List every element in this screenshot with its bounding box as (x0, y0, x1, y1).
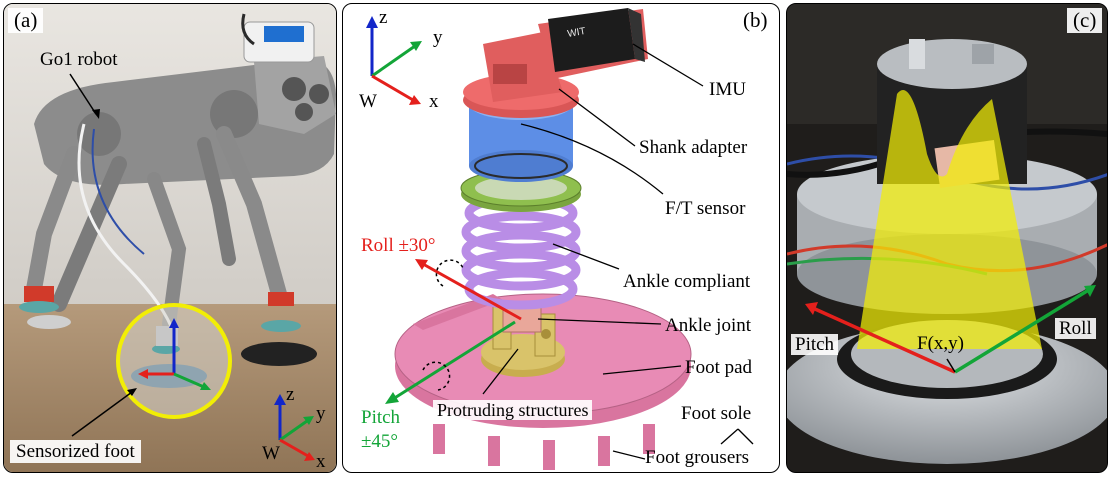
foot-exploded-diagram: WIT (366, 8, 754, 470)
foot-leader-line (71, 391, 133, 437)
roll-arrow (415, 259, 522, 321)
frame-b-y-label: y (433, 27, 443, 48)
world-frame-a (274, 394, 315, 461)
sensorized-foot-label: Sensorized foot (10, 440, 141, 463)
shank-adapter-part (463, 32, 579, 118)
frame-a-x-label: x (316, 451, 326, 472)
panel-b-tag: (b) (743, 8, 768, 32)
imu-label: IMU (709, 79, 746, 100)
force-region-highlight (857, 90, 1042, 349)
robot-feet (19, 286, 317, 366)
foot-pad-label: Foot pad (685, 357, 753, 378)
ankle-compliant-spring (461, 193, 581, 310)
pitch-label: Pitch (361, 407, 401, 428)
imu-part: WIT (538, 8, 648, 79)
roll-range-label: Roll ±30° (361, 235, 436, 256)
frame-b-origin-label: W (359, 91, 377, 112)
frame-a-origin-label: W (262, 443, 280, 464)
imu-brand-mark: WIT (567, 26, 587, 40)
robot-photo-illustration (4, 4, 336, 472)
frame-b-z-label: z (379, 7, 388, 28)
frame-a-z-label: z (286, 384, 295, 405)
pitch-axis-label: Pitch (791, 334, 839, 355)
sensor-axes (805, 285, 1096, 374)
shank-adapter-label: Shank adapter (639, 137, 748, 158)
foot-grousers-label: Foot grousers (645, 447, 749, 468)
robot-label: Go1 robot (40, 49, 118, 70)
force-position-label: F(x,y) (917, 333, 964, 354)
pitch-arrow (385, 320, 516, 404)
leader-lines-b (482, 43, 754, 460)
frame-a-y-label: y (316, 403, 326, 424)
sensor-photo-illustration (787, 4, 1107, 472)
ankle-compliant-label: Ankle compliant (623, 271, 751, 292)
robot-leader-line (69, 73, 97, 115)
foot-sole-label: Foot sole (681, 403, 752, 424)
panel-b-exploded-view: WIT (b) z y x W IMU Shank (342, 3, 780, 473)
panel-c-tag: (c) (1067, 8, 1103, 33)
panel-c-photo: (c) Pitch Roll F(x,y) (786, 3, 1108, 473)
ft-sensor-label: F/T sensor (665, 198, 746, 219)
roll-axis-label: Roll (1055, 318, 1096, 339)
frame-b-x-label: x (429, 91, 439, 112)
pitch-range-label: ±45° (361, 431, 399, 452)
world-frame-b (366, 16, 422, 105)
protruding-structures-label: Protruding structures (433, 400, 593, 420)
ankle-joint-label: Ankle joint (665, 315, 752, 336)
panel-a-tag: (a) (8, 8, 44, 33)
panel-a-photo: (a) Go1 robot Sensorized foot z y x W (3, 3, 337, 473)
sensorized-foot-highlight (116, 303, 232, 419)
